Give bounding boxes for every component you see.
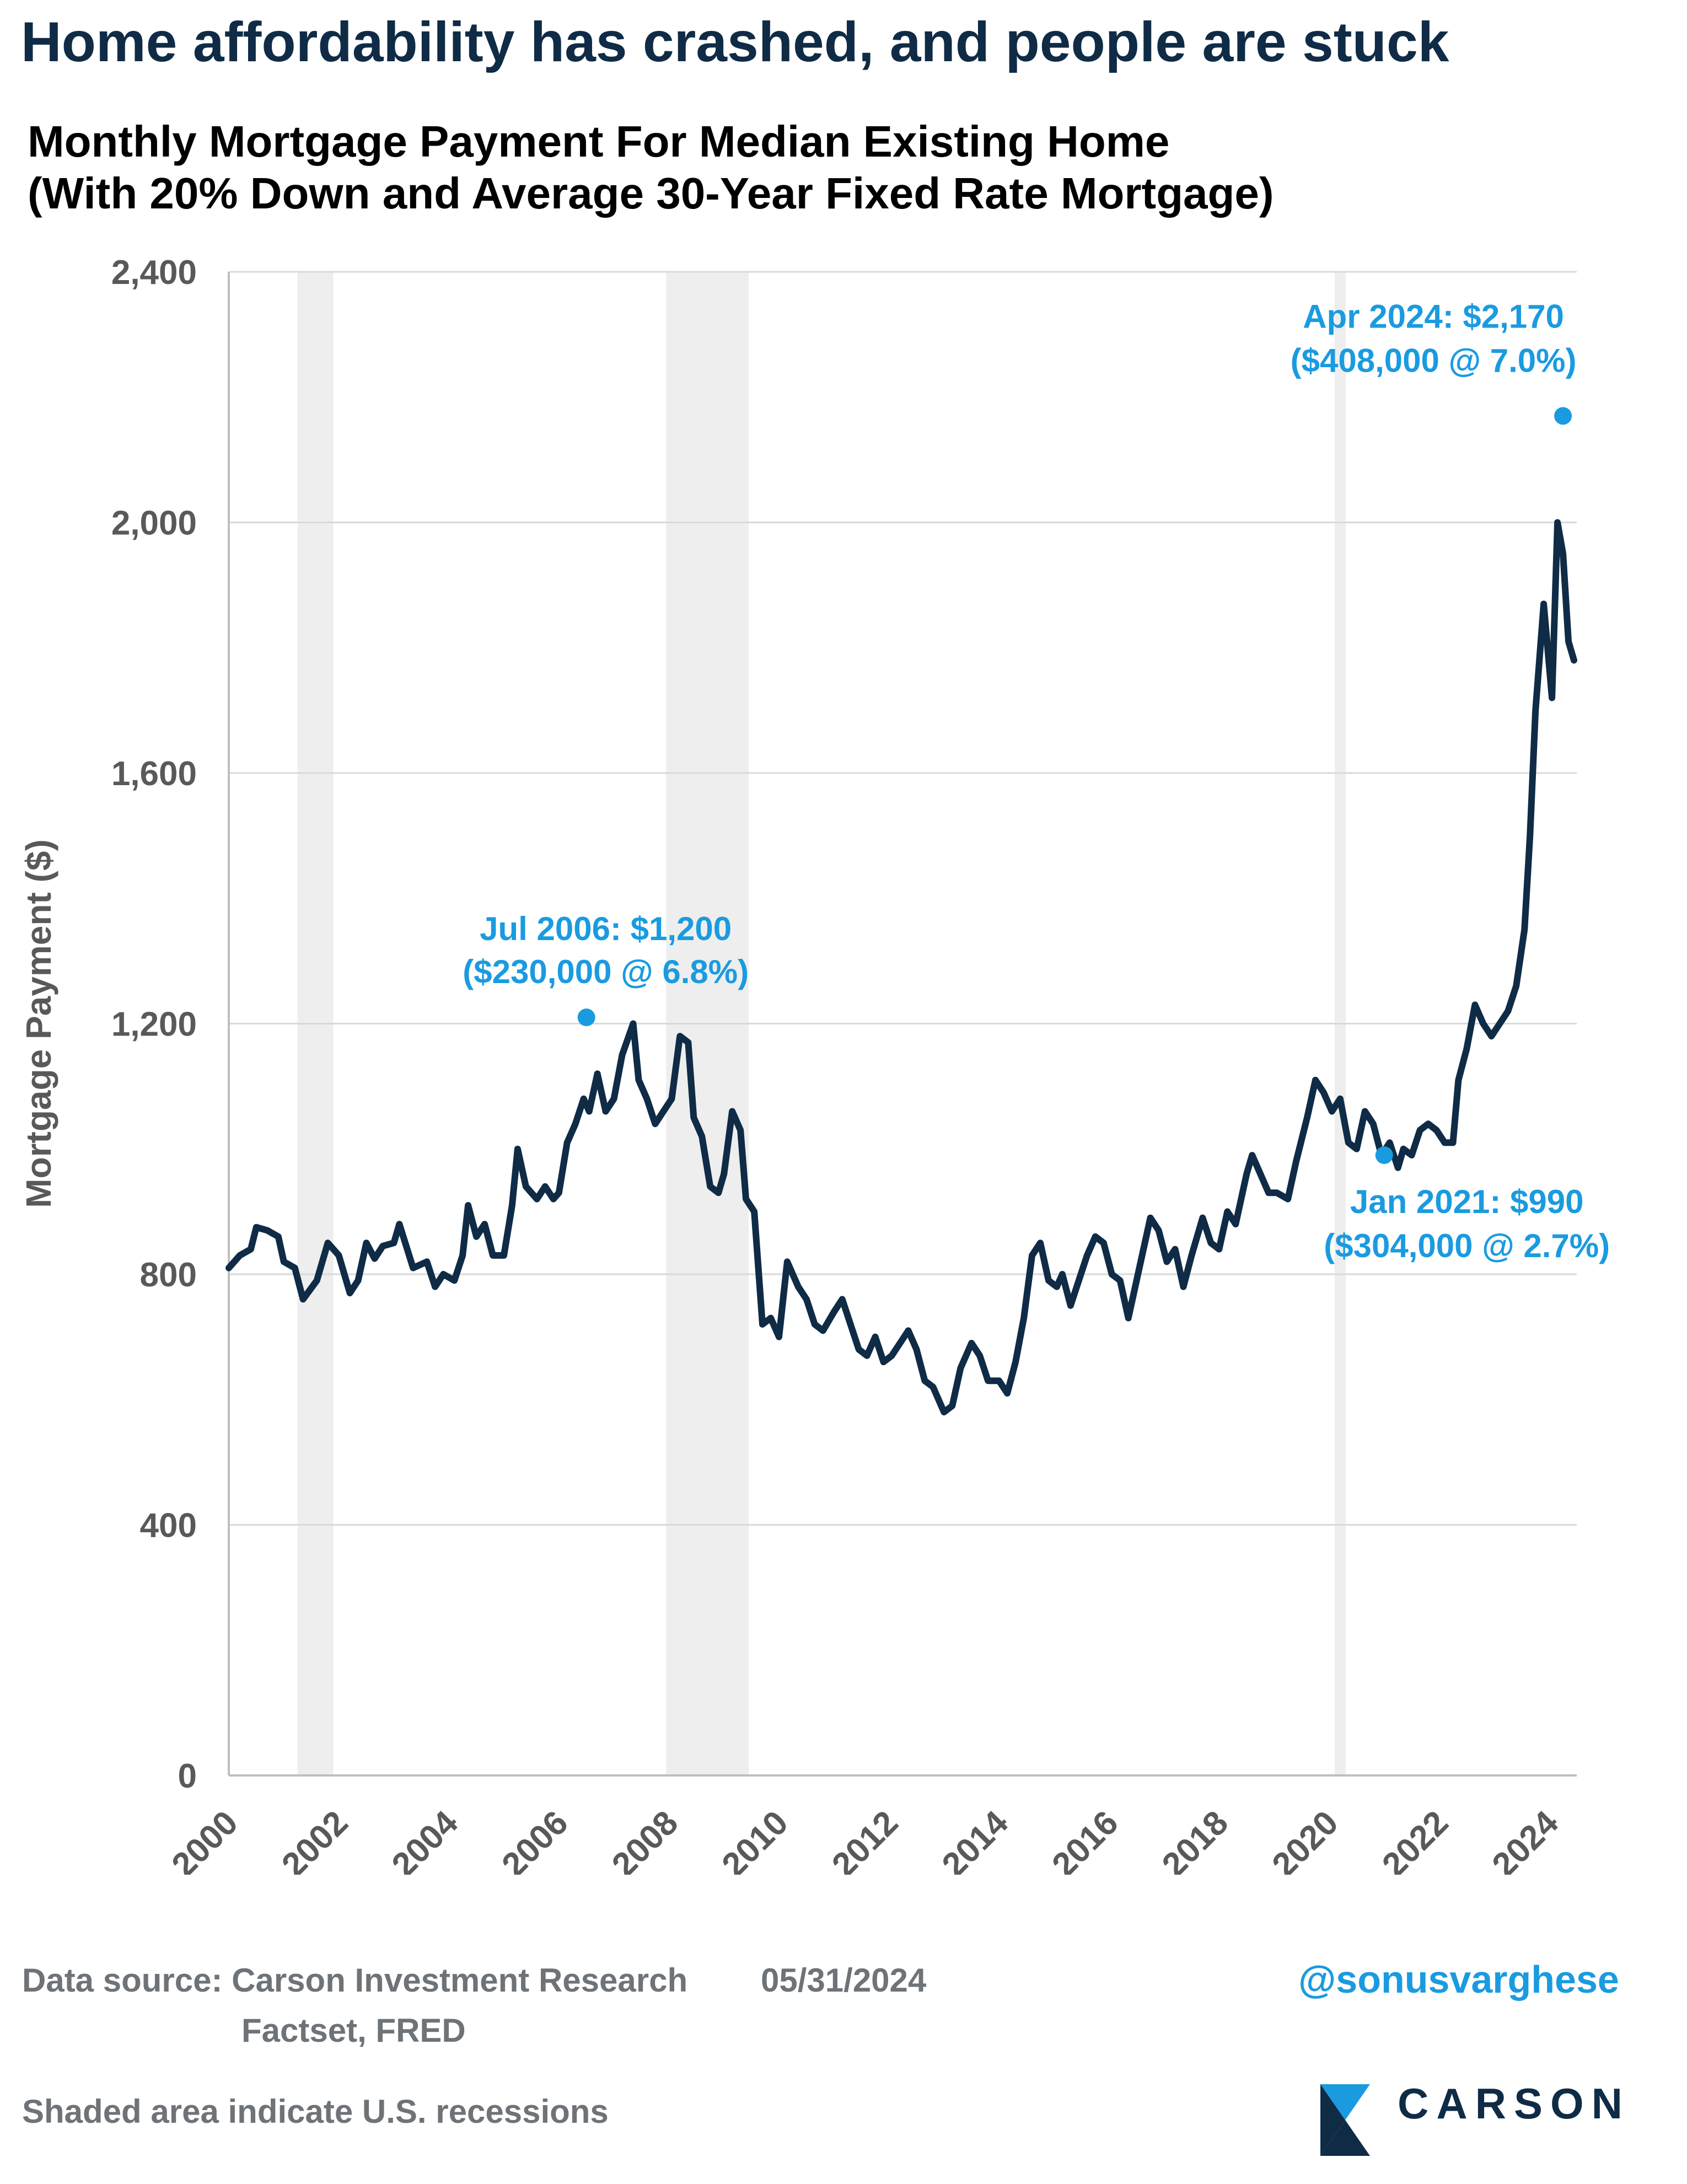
x-tick-label: 2010	[715, 1804, 796, 1875]
carson-logo-icon	[1320, 2084, 1370, 2156]
x-tick-label: 2012	[825, 1804, 905, 1875]
y-tick-label: 800	[140, 1256, 197, 1294]
x-tick-label: 2004	[385, 1804, 466, 1875]
x-tick-label: 2002	[275, 1804, 355, 1875]
annotation-detail-2: ($408,000 @ 7.0%)	[1291, 342, 1577, 379]
annotation-label-1: Jan 2021: $990	[1350, 1183, 1584, 1220]
annotation-point-1	[1375, 1146, 1393, 1165]
x-tick-label: 2000	[165, 1804, 245, 1875]
x-tick-label: 2018	[1155, 1804, 1235, 1875]
annotation-label-0: Jul 2006: $1,200	[480, 910, 732, 947]
carson-logo-text: CARSON	[1398, 2079, 1631, 2128]
y-tick-label: 1,600	[111, 755, 197, 793]
y-tick-label: 0	[178, 1757, 197, 1795]
chart-subtitle-line-1: Monthly Mortgage Payment For Median Exis…	[28, 117, 1170, 166]
data-source-line-2: Factset, FRED	[241, 2012, 466, 2049]
x-tick-label: 2020	[1265, 1804, 1345, 1875]
series-line	[225, 519, 1577, 1415]
y-axis-label: Mortgage Payment ($)	[19, 839, 58, 1208]
x-tick-label: 2014	[935, 1804, 1016, 1875]
headline: Home affordability has crashed, and peop…	[21, 10, 1449, 73]
x-tick-label: 2016	[1045, 1804, 1125, 1875]
author-handle[interactable]: @sonusvarghese	[1298, 1958, 1619, 2001]
x-tick-label: 2022	[1375, 1804, 1455, 1875]
annotations: Jul 2006: $1,200 ($230,000 @ 6.8%) Jan 202…	[463, 298, 1610, 1264]
y-tick-label: 1,200	[111, 1006, 197, 1044]
gridlines	[229, 271, 1577, 1526]
chart-subtitle: Monthly Mortgage Payment For Median Exis…	[28, 116, 1274, 219]
mortgage-payment-chart: 0 400 800 1,200 1,600 2,000 2,400 2000 2002 2004 2…	[19, 254, 1610, 1875]
annotation-point-2	[1554, 407, 1572, 425]
annotation-point-0	[577, 1008, 595, 1027]
y-tick-label: 2,000	[111, 505, 197, 543]
annotation-detail-0: ($230,000 @ 6.8%)	[463, 953, 749, 990]
data-source-label: Data source: Carson Investment Research	[22, 1962, 688, 1999]
x-tick-label: 2006	[495, 1804, 575, 1875]
series-line-0	[225, 519, 1577, 1415]
y-tick-label: 400	[140, 1507, 197, 1545]
annotation-label-2: Apr 2024: $2,170	[1303, 298, 1564, 335]
annotation-detail-1: ($304,000 @ 2.7%)	[1324, 1227, 1610, 1264]
data-source-date: 05/31/2024	[761, 1962, 927, 1999]
chart-subtitle-line-2: (With 20% Down and Average 30-Year Fixed…	[28, 169, 1274, 218]
recession-note: Shaded area indicate U.S. recessions	[22, 2093, 609, 2130]
x-tick-label: 2008	[605, 1804, 685, 1875]
y-tick-label: 2,400	[111, 254, 197, 292]
x-tick-label: 2024	[1485, 1804, 1566, 1875]
